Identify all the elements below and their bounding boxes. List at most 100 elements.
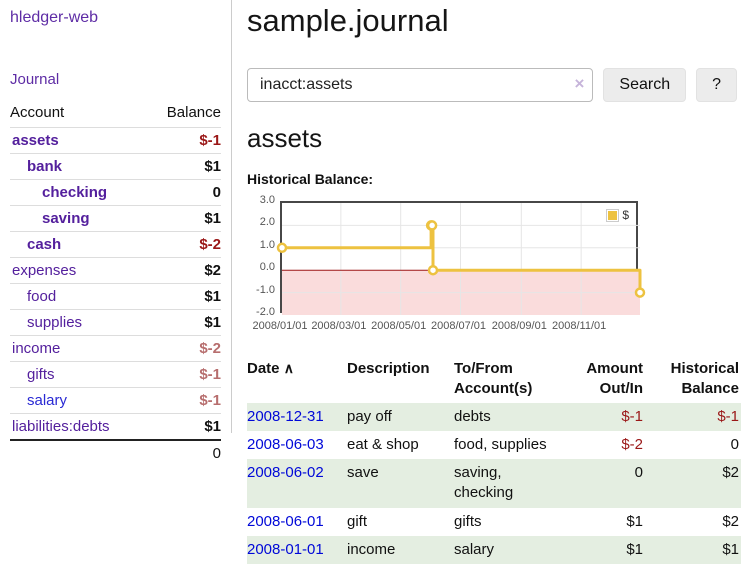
account-balance: $-2 <box>146 335 221 362</box>
transaction-balance: $2 <box>651 459 741 508</box>
x-axis-tick-label: 2008/05/01 <box>371 320 427 332</box>
legend-label: $ <box>622 208 629 222</box>
clear-search-icon[interactable]: × <box>574 74 585 93</box>
account-link[interactable]: saving <box>42 210 90 227</box>
account-balance: $-1 <box>146 127 221 154</box>
account-balance: 0 <box>146 179 221 206</box>
chart-heading: Historical Balance: <box>247 171 374 187</box>
transaction-balance: $1 <box>651 535 741 564</box>
transaction-row: 2008-12-31 pay off debts $-1 $-1 <box>247 402 741 431</box>
account-balance: $-1 <box>146 387 221 414</box>
transaction-date-link[interactable]: 2008-06-03 <box>247 435 324 453</box>
transaction-accounts: food, supplies <box>454 435 547 453</box>
search-form: × Search ? <box>247 68 737 102</box>
y-axis-tick-label: -1.0 <box>256 283 275 296</box>
transaction-description: save <box>347 459 454 508</box>
transaction-amount: 0 <box>571 459 651 508</box>
transaction-amount: $-2 <box>621 435 643 453</box>
legend-swatch <box>606 208 620 222</box>
sidebar: hledger-web Journal Account Balance asse… <box>0 0 232 466</box>
transaction-balance: $2 <box>722 512 739 530</box>
sort-ascending-icon: ∧ <box>283 360 294 376</box>
account-row: cash $-2 <box>10 231 221 258</box>
account-balance: $-2 <box>146 231 221 258</box>
app-title-link[interactable]: hledger-web <box>10 9 99 26</box>
transaction-accounts: salary <box>454 535 571 564</box>
transaction-row: 2008-06-01 gift gifts $1 $2 <box>247 508 741 536</box>
transaction-accounts: gifts <box>454 512 482 530</box>
register-header-balance: Historical Balance <box>670 360 739 398</box>
register-header-accounts: To/From Account(s) <box>454 360 533 398</box>
account-row: expenses $2 <box>10 257 221 284</box>
account-row: checking 0 <box>10 179 221 206</box>
account-link[interactable]: food <box>27 288 57 305</box>
balance-chart: $ 3.0 2.0 1.0 0.0 -1.0 -2.0 2008/01/01 2008/03/… <box>247 193 737 337</box>
account-balance: $1 <box>146 283 221 310</box>
account-balance: $1 <box>146 153 221 180</box>
chart-canvas <box>276 203 646 315</box>
transaction-balance: $-1 <box>651 402 741 431</box>
transaction-balance: 0 <box>730 435 739 453</box>
y-axis-tick-label: 3.0 <box>259 194 275 206</box>
transaction-description: gift <box>347 512 368 530</box>
transaction-description: eat & shop <box>347 435 419 453</box>
transaction-amount: $-1 <box>571 402 651 431</box>
register-header-description: Description <box>347 360 430 377</box>
help-button[interactable]: ? <box>696 68 737 102</box>
transaction-row: 2008-01-01 income salary $1 $1 <box>247 535 741 564</box>
main-content: sample.journal × Search ? assets Histori… <box>247 0 741 564</box>
transaction-description: income <box>347 535 454 564</box>
transaction-row: 2008-06-03 eat & shop food, supplies $-2 0 <box>247 431 741 459</box>
x-axis-tick-label: 2008/01/01 <box>252 320 308 332</box>
page-title: sample.journal <box>247 3 449 38</box>
account-link[interactable]: income <box>12 340 61 357</box>
transaction-date-link[interactable]: 2008-01-01 <box>247 540 324 558</box>
transaction-amount: $1 <box>626 512 643 530</box>
account-row: liabilities:debts $1 <box>10 413 221 440</box>
account-title: assets <box>247 123 323 153</box>
account-link[interactable]: supplies <box>27 314 83 331</box>
transaction-date-link[interactable]: 2008-06-02 <box>247 464 324 481</box>
register-table: Date ∧ Description To/From Account(s) Am… <box>247 356 741 564</box>
transaction-amount: $1 <box>571 535 651 564</box>
search-input[interactable] <box>247 68 594 102</box>
accounts-header-balance: Balance <box>166 104 221 121</box>
accounts-header-account: Account <box>10 104 65 121</box>
accounts-table: Account Balance assets $-1 bank $1 checking 0… <box>10 99 221 466</box>
sidebar-item-journal[interactable]: Journal <box>10 71 60 88</box>
transaction-accounts: debts <box>454 402 571 431</box>
accounts-total-balance: 0 <box>146 439 221 466</box>
account-row: salary $-1 <box>10 387 221 414</box>
account-row: assets $-1 <box>10 127 221 154</box>
y-axis-tick-label: 1.0 <box>259 238 275 251</box>
transaction-date-link[interactable]: 2008-12-31 <box>247 407 324 425</box>
account-balance: $2 <box>146 257 221 284</box>
account-link[interactable]: salary <box>27 392 68 409</box>
transaction-row: 2008-06-02 save saving, checking 0 $2 <box>247 459 741 508</box>
register-header-date[interactable]: Date ∧ <box>247 360 294 377</box>
account-link[interactable]: bank <box>27 158 63 175</box>
account-link[interactable]: liabilities:debts <box>12 418 110 435</box>
account-link[interactable]: assets <box>12 132 59 149</box>
register-header-amount: Amount Out/In <box>586 360 643 398</box>
account-link[interactable]: cash <box>27 236 62 253</box>
chart-legend: $ <box>604 207 631 223</box>
x-axis-tick-label: 2008/07/01 <box>430 320 487 332</box>
account-row: income $-2 <box>10 335 221 362</box>
x-axis-tick-label: 2008/09/01 <box>491 320 547 332</box>
account-balance: $1 <box>146 205 221 232</box>
y-axis-tick-label: 0.0 <box>259 261 275 274</box>
search-button[interactable]: Search <box>603 68 687 102</box>
transaction-description: pay off <box>347 402 454 431</box>
account-row: food $1 <box>10 283 221 310</box>
account-link[interactable]: gifts <box>27 366 55 383</box>
transaction-date-link[interactable]: 2008-06-01 <box>247 512 324 530</box>
account-balance: $-1 <box>146 361 221 388</box>
account-link[interactable]: checking <box>42 184 108 201</box>
accounts-total-row: 0 <box>10 439 221 466</box>
account-row: saving $1 <box>10 205 221 232</box>
x-axis-tick-label: 2008/11/01 <box>552 320 607 332</box>
account-link[interactable]: expenses <box>12 262 77 279</box>
account-row: supplies $1 <box>10 309 221 336</box>
account-row: bank $1 <box>10 153 221 180</box>
